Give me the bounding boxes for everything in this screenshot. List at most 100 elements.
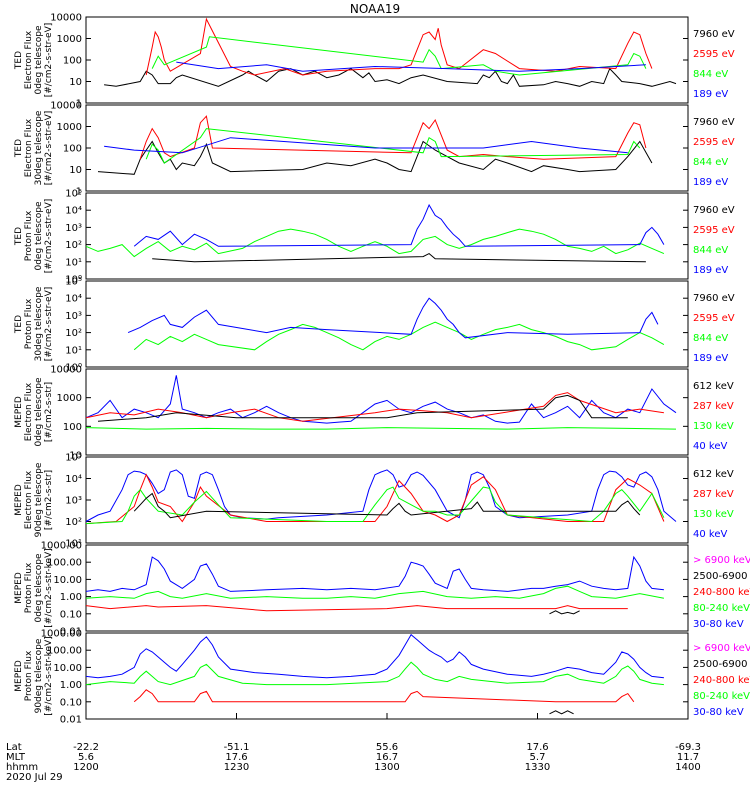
y-tick-label: 10¹ [65, 257, 82, 268]
legend-item: 844 eV [693, 69, 728, 80]
legend-item: 2500-6900 [693, 659, 748, 670]
lat-value: -22.2 [73, 742, 99, 753]
panel-meped-e-90: 10¹ 10² 10³ 10⁴ 10⁵ MEPEDElectron Flux90deg t… [14, 453, 734, 550]
y-tick-label: 1000 [57, 34, 82, 45]
series-844-ev [133, 321, 665, 351]
y-tick-label: 10² [65, 328, 82, 339]
y-tick-label: 10000 [50, 101, 82, 112]
legend-item: 7960 eV [693, 29, 735, 40]
legend-item: 40 keV [693, 441, 727, 452]
panel-ted-p-0: 10⁰ 10¹ 10² 10³ 10⁴ 10⁵ TEDProton Flux0deg tel… [14, 189, 735, 286]
panel-frame [85, 368, 689, 456]
series-130-kev [85, 486, 665, 525]
series-80-240-kev [85, 585, 664, 599]
series-7960-ev [152, 253, 646, 263]
legend-item: 7960 eV [693, 117, 735, 128]
legend-item: 287 keV [693, 401, 734, 412]
series-130-kev [85, 427, 677, 430]
series-2500-6900 [549, 710, 574, 715]
series-612-kev [133, 492, 641, 519]
y-axis-label: TEDProton Flux0deg telescope[#/cm2-s-str… [14, 199, 54, 274]
panel-frame [85, 192, 689, 280]
mlt-value: 16.7 [376, 752, 398, 763]
y-tick-label: 1000.00 [41, 541, 82, 552]
y-axis-label-line: Electron Flux [24, 118, 34, 177]
y-axis-label-line: Electron Flux [24, 30, 34, 89]
y-axis-label-line: TED [14, 315, 24, 334]
legend-item: 2595 eV [693, 137, 735, 148]
legend-item: 7960 eV [693, 205, 735, 216]
legend-item: 80-240 keV [693, 691, 750, 702]
legend-item: 189 eV [693, 177, 728, 188]
series-287-kev [85, 473, 665, 525]
panel-frame [85, 280, 689, 368]
y-tick-label: 10³ [65, 496, 82, 507]
mlt-value: 17.6 [225, 752, 247, 763]
y-axis-label-line: 0deg telescope [34, 201, 44, 271]
series-844-ev [151, 36, 647, 76]
legend-item: 130 keV [693, 421, 734, 432]
y-axis-label-line: [#/cm2-s-str-eV] [44, 23, 54, 98]
y-tick-label: 10¹ [65, 539, 82, 550]
series-2500-6900 [549, 610, 580, 615]
y-axis-label-line: [#/cm2-s-str-eV] [44, 111, 54, 186]
series-612-kev [97, 394, 628, 422]
y-axis-label: TEDProton Flux30deg telescope[#/cm2-s-st… [14, 286, 54, 361]
panel-meped-p-0: 0.010.101.0010.00100.001000.00MEPEDProto… [14, 541, 750, 638]
y-axis-label-line: 0deg telescope [34, 25, 44, 95]
date-label: 2020 Jul 29 [6, 772, 63, 783]
y-axis-label-line: TED [14, 139, 24, 158]
y-axis-label-line: TED [14, 51, 24, 70]
y-tick-label: 1000 [57, 122, 82, 133]
series-2595-ev [139, 115, 647, 160]
y-tick-label: 10¹ [65, 345, 82, 356]
hhmm-value: 1230 [224, 762, 249, 773]
legend-item: 844 eV [693, 157, 728, 168]
y-axis-label: MEPEDElectron Flux0deg telescope[#/cm2-s… [14, 377, 54, 447]
y-axis-label: MEPEDProton Flux0deg telescope[#/cm2-s-s… [14, 548, 54, 627]
y-tick-label: 10.00 [53, 663, 82, 674]
legend-item: 844 eV [693, 333, 728, 344]
y-tick-label: 10.00 [53, 575, 82, 586]
legend-item: 189 eV [693, 265, 728, 276]
y-tick-label: 10 [69, 77, 82, 88]
y-axis-label-line: MEPED [14, 484, 24, 516]
y-tick-label: 1 [76, 187, 82, 198]
series-40-kev [85, 375, 677, 424]
lat-value: -51.1 [224, 742, 250, 753]
series-189-ev [104, 137, 628, 154]
y-tick-label: 10000 [50, 365, 82, 376]
y-axis-label-line: Proton Flux [24, 562, 34, 613]
y-tick-label: 10⁵ [65, 453, 82, 464]
legend-item: 189 eV [693, 89, 728, 100]
y-axis-label: TEDElectron Flux0deg telescope[#/cm2-s-s… [14, 23, 54, 98]
y-tick-label: 1 [76, 99, 82, 110]
legend-item: 40 keV [693, 529, 727, 540]
hhmm-value: 1300 [374, 762, 399, 773]
y-tick-label: 100.00 [47, 558, 82, 569]
legend-item: 7960 eV [693, 293, 735, 304]
series-189-ev [176, 61, 646, 72]
hhmm-value: 1330 [525, 762, 550, 773]
series-40-kev [85, 469, 677, 522]
y-tick-label: 10000 [50, 13, 82, 24]
legend-item: > 6900 keV [693, 643, 750, 654]
y-tick-label: 100 [63, 144, 82, 155]
y-axis-label-line: [#/cm2-s-str-keV] [44, 548, 54, 627]
y-axis-label-line: 0deg telescope [34, 377, 44, 447]
legend-item: > 6900 keV [693, 555, 750, 566]
y-axis-label-line: 30deg telescope [34, 286, 44, 361]
y-tick-label: 10⁰ [65, 363, 82, 374]
y-axis-label-line: MEPED [14, 572, 24, 604]
y-axis-label-line: Proton Flux [24, 210, 34, 261]
panel-meped-p-90: 0.010.101.0010.00100.001000.00MEPEDProto… [14, 629, 750, 726]
legend-item: 30-80 keV [693, 707, 744, 718]
series-240-800-kev [133, 689, 635, 703]
y-axis-label-line: [#/cm2-s-str] [44, 470, 54, 530]
lat-value: 55.6 [376, 742, 398, 753]
y-tick-label: 1000.00 [41, 629, 82, 640]
